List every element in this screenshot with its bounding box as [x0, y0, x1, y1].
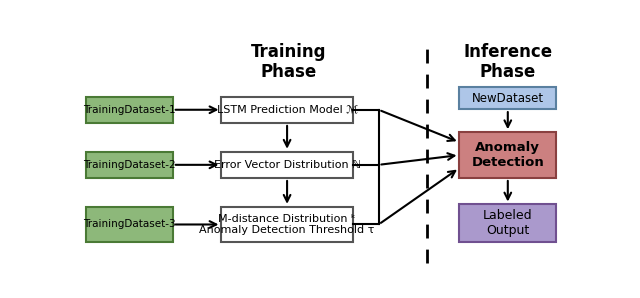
Text: NewDataset: NewDataset: [472, 92, 544, 105]
FancyBboxPatch shape: [221, 152, 353, 178]
FancyBboxPatch shape: [221, 97, 353, 123]
Text: LSTM Prediction Model ℳ: LSTM Prediction Model ℳ: [216, 105, 358, 115]
FancyBboxPatch shape: [460, 204, 556, 242]
Text: Anomaly
Detection: Anomaly Detection: [472, 141, 544, 169]
FancyBboxPatch shape: [460, 132, 556, 178]
FancyBboxPatch shape: [221, 207, 353, 242]
Text: Error Vector Distribution ℕ: Error Vector Distribution ℕ: [214, 160, 360, 170]
Text: TrainingDataset-2: TrainingDataset-2: [83, 160, 175, 170]
Text: Training
Phase: Training Phase: [251, 43, 326, 81]
FancyBboxPatch shape: [86, 152, 173, 178]
Text: TrainingDataset-3: TrainingDataset-3: [83, 220, 175, 229]
FancyBboxPatch shape: [460, 87, 556, 109]
Text: Labeled
Output: Labeled Output: [483, 209, 532, 237]
Text: Inference
Phase: Inference Phase: [463, 43, 552, 81]
FancyBboxPatch shape: [86, 207, 173, 242]
Text: TrainingDataset-1: TrainingDataset-1: [83, 105, 175, 115]
Text: M-distance Distribution ᵏ
Anomaly Detection Threshold τ: M-distance Distribution ᵏ Anomaly Detect…: [200, 214, 375, 235]
FancyBboxPatch shape: [86, 97, 173, 123]
